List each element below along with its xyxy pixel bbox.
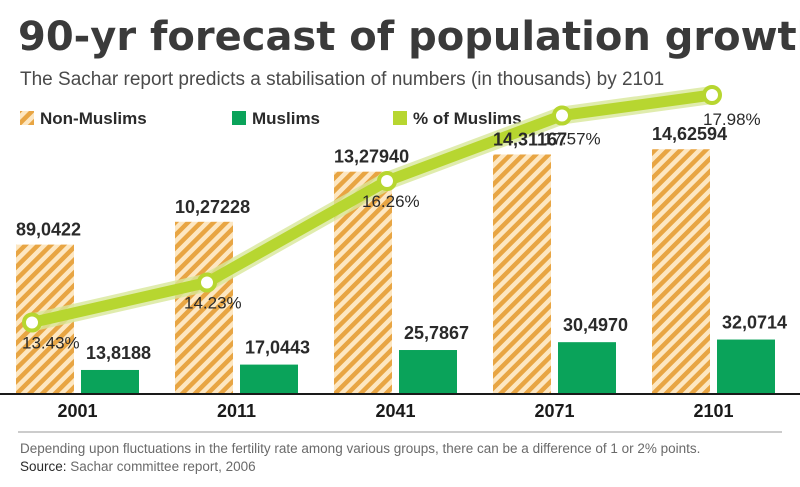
bar-muslims-2011 <box>240 364 298 393</box>
label-percent-2101: 17.98% <box>703 110 761 129</box>
bars <box>16 149 775 393</box>
tick-label-2071: 2071 <box>534 401 574 421</box>
bar-non-muslims-2011 <box>175 221 233 393</box>
legend-label-percent-muslims: % of Muslims <box>413 109 522 128</box>
tick-label-2101: 2101 <box>693 401 733 421</box>
point-percent-2071 <box>552 105 572 126</box>
bar-non-muslims-2071 <box>493 154 551 393</box>
footnote-text: Depending upon fluctuations in the ferti… <box>20 441 700 456</box>
bar-muslims-2101 <box>717 339 775 393</box>
x-axis-ticks: 2001 2011 2041 2071 2101 <box>57 401 733 421</box>
tick-label-2011: 2011 <box>217 401 256 421</box>
point-percent-2101 <box>702 85 722 105</box>
bar-muslims-2001 <box>81 369 139 393</box>
data-labels: 89,0422 13,8188 10,27228 17,0443 13,27940 25,… <box>16 110 787 363</box>
source-text: Sachar committee report, 2006 <box>67 459 256 474</box>
label-non-muslims-2011: 10,27228 <box>175 197 250 217</box>
legend-swatch-muslims <box>232 111 246 125</box>
label-non-muslims-2071: 14,31167 <box>493 129 567 149</box>
legend-swatch-non-muslims <box>20 111 34 125</box>
label-muslims-2101: 32,0714 <box>722 313 787 333</box>
point-percent-2011 <box>197 272 217 293</box>
bar-non-muslims-2101 <box>652 149 710 393</box>
label-percent-2001: 13.43% <box>22 334 80 353</box>
label-non-muslims-2101: 14,62594 <box>652 124 727 144</box>
source-label: Source: <box>20 459 67 474</box>
tick-label-2001: 2001 <box>57 401 97 421</box>
legend: Non-Muslims Muslims % of Muslims <box>20 109 522 128</box>
chart-title: 90-yr forecast of population growth <box>18 14 800 60</box>
label-muslims-2011: 17,0443 <box>245 338 310 358</box>
legend-label-muslims: Muslims <box>252 109 320 128</box>
point-percent-2041 <box>377 171 397 191</box>
bar-muslims-2071 <box>558 342 616 393</box>
label-percent-2071: 17.57% <box>543 130 601 149</box>
label-muslims-2001: 13,8188 <box>86 343 151 363</box>
chart-subtitle: The Sachar report predicts a stabilisati… <box>20 69 664 90</box>
point-percent-2001 <box>22 312 42 333</box>
label-non-muslims-2001: 89,0422 <box>16 220 81 240</box>
label-non-muslims-2041: 13,27940 <box>334 147 409 167</box>
label-muslims-2041: 25,7867 <box>404 323 469 343</box>
legend-label-non-muslims: Non-Muslims <box>40 109 147 128</box>
percent-line <box>22 85 722 333</box>
label-percent-2041: 16.26% <box>362 192 420 211</box>
bar-muslims-2041 <box>399 350 457 393</box>
label-muslims-2071: 30,4970 <box>563 315 628 335</box>
label-percent-2011: 14.23% <box>184 294 242 313</box>
footnote-source: Source: Sachar committee report, 2006 <box>20 459 256 474</box>
tick-label-2041: 2041 <box>375 401 415 421</box>
legend-swatch-percent-muslims <box>393 111 407 125</box>
